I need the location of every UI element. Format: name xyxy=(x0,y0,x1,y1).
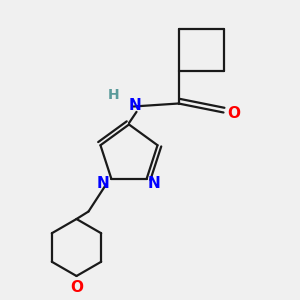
Text: N: N xyxy=(148,176,161,191)
Text: N: N xyxy=(97,176,109,191)
Text: N: N xyxy=(129,98,141,112)
Text: H: H xyxy=(108,88,120,102)
Text: O: O xyxy=(227,106,241,122)
Text: O: O xyxy=(70,280,83,295)
